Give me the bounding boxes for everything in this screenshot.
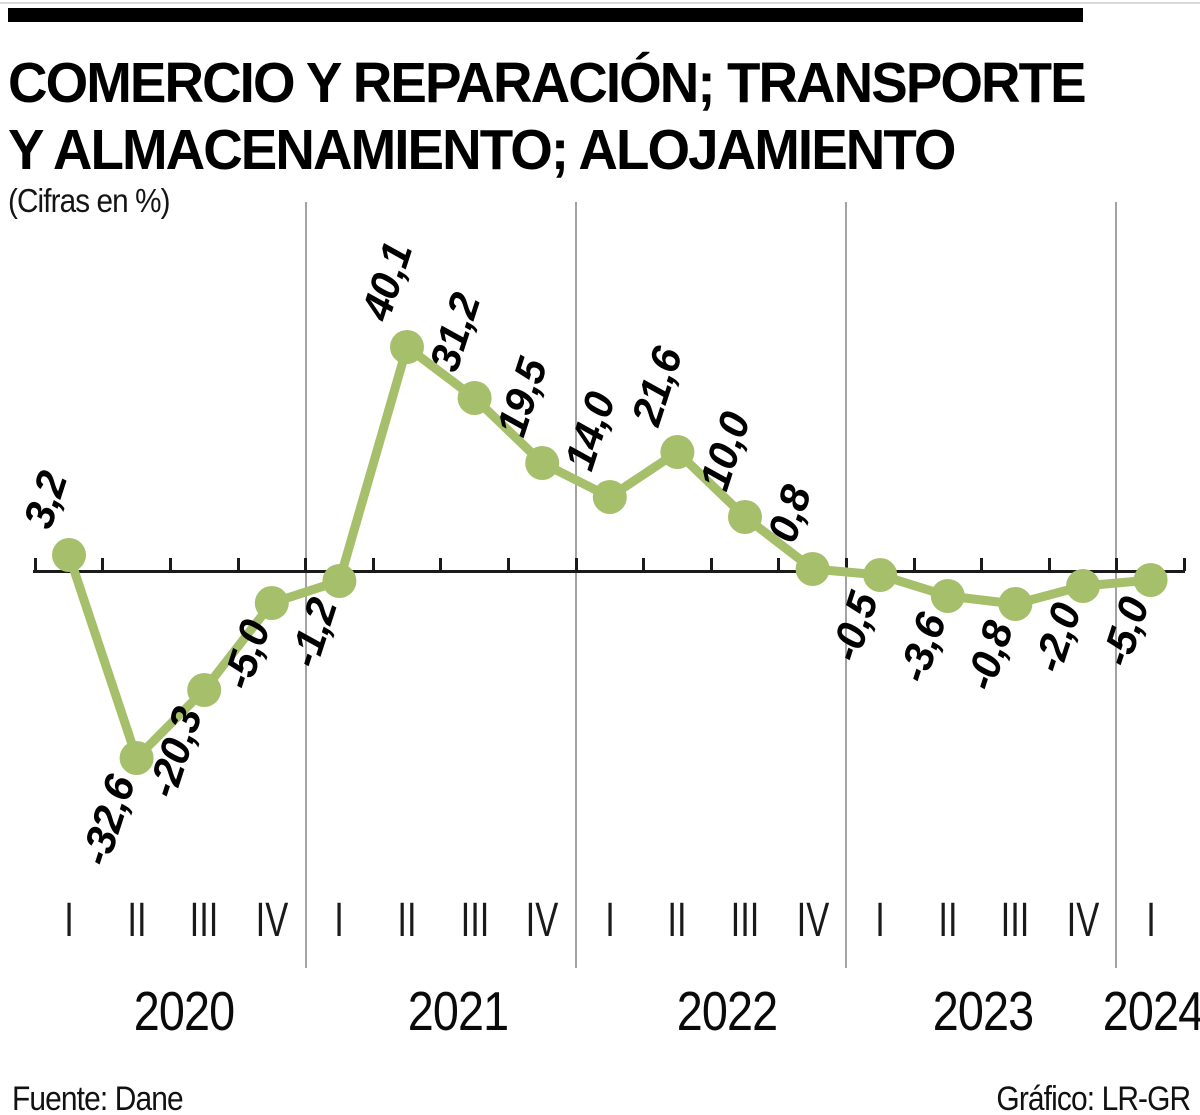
data-point-marker [525,446,560,480]
chart-subtitle: (Cifras en %) [8,182,170,219]
axis-tick [304,558,308,571]
axis-tick [236,558,240,571]
x-tick-label-quarter: III [1000,894,1030,947]
data-point-marker [1066,569,1100,603]
axis-tick [642,558,646,571]
axis-tick [439,558,443,571]
page-title-line2: Y ALMACENAMIENTO; ALOJAMIENTO [8,118,956,182]
axis-tick [1182,558,1186,571]
data-point-marker [795,552,830,586]
x-tick-label-quarter: IV [255,894,289,947]
x-tick-label-quarter: III [460,894,489,947]
source-credit: Fuente: Dane [12,1080,184,1115]
x-tick-label-quarter: I [64,894,74,947]
axis-tick [912,558,916,571]
x-axis-year-label: 2021 [407,980,509,1042]
data-point-marker [52,538,86,572]
data-point-marker [457,381,492,415]
year-gridline [845,202,847,968]
data-point-marker [863,558,898,592]
x-axis-year-label: 2024 [1102,980,1200,1042]
axis-tick [1115,558,1119,571]
data-point-marker [728,500,762,534]
top-hairline [0,2,1200,4]
x-tick-label-quarter: III [730,894,760,947]
x-axis-year-label: 2022 [676,980,778,1042]
data-point-marker [254,586,289,620]
year-gridline [304,202,307,968]
axis-tick [844,558,848,571]
x-axis-year-label: 2020 [133,980,235,1042]
page-title-line1: COMERCIO Y REPARACIÓN; TRANSPORTE [8,51,1087,115]
data-point-marker [187,673,222,707]
graphic-credit: Gráfico: LR-GR [996,1080,1191,1115]
x-tick-label-quarter: I [875,894,885,947]
axis-tick [777,558,781,571]
axis-tick [33,558,37,571]
axis-tick [574,558,578,571]
axis-tick [168,558,172,571]
data-point-marker [1133,563,1168,597]
x-tick-label-quarter: IV [1066,894,1100,947]
x-tick-label-quarter: I [334,894,345,947]
data-point-marker [998,587,1033,621]
axis-tick [980,558,984,571]
axis-tick [371,558,375,571]
axis-tick [1047,558,1051,571]
x-tick-label-quarter: III [189,894,219,947]
data-point-marker [660,435,695,469]
x-tick-label-quarter: II [938,894,958,947]
data-point-marker [322,564,357,598]
x-tick-label-quarter: IV [525,894,559,947]
x-tick-label-quarter: I [604,894,615,947]
data-point-marker [390,330,424,364]
axis-tick [101,558,105,571]
data-point-marker [930,579,965,613]
year-gridline [574,202,577,968]
x-tick-label-quarter: II [397,894,417,947]
x-tick-label-quarter: IV [796,894,829,947]
x-tick-label-quarter: II [667,894,687,947]
data-point-marker [592,480,627,514]
data-point-marker [119,741,154,775]
header-accent-bar [8,8,1083,22]
x-axis-year-label: 2023 [932,980,1034,1042]
axis-tick [506,558,510,571]
x-tick-label-quarter: I [1145,894,1156,947]
page-title: COMERCIO Y REPARACIÓN; TRANSPORTE Y ALMA… [8,50,1087,184]
zero-axis-line [33,570,1185,573]
axis-tick [709,558,713,571]
x-tick-label-quarter: II [126,894,147,947]
